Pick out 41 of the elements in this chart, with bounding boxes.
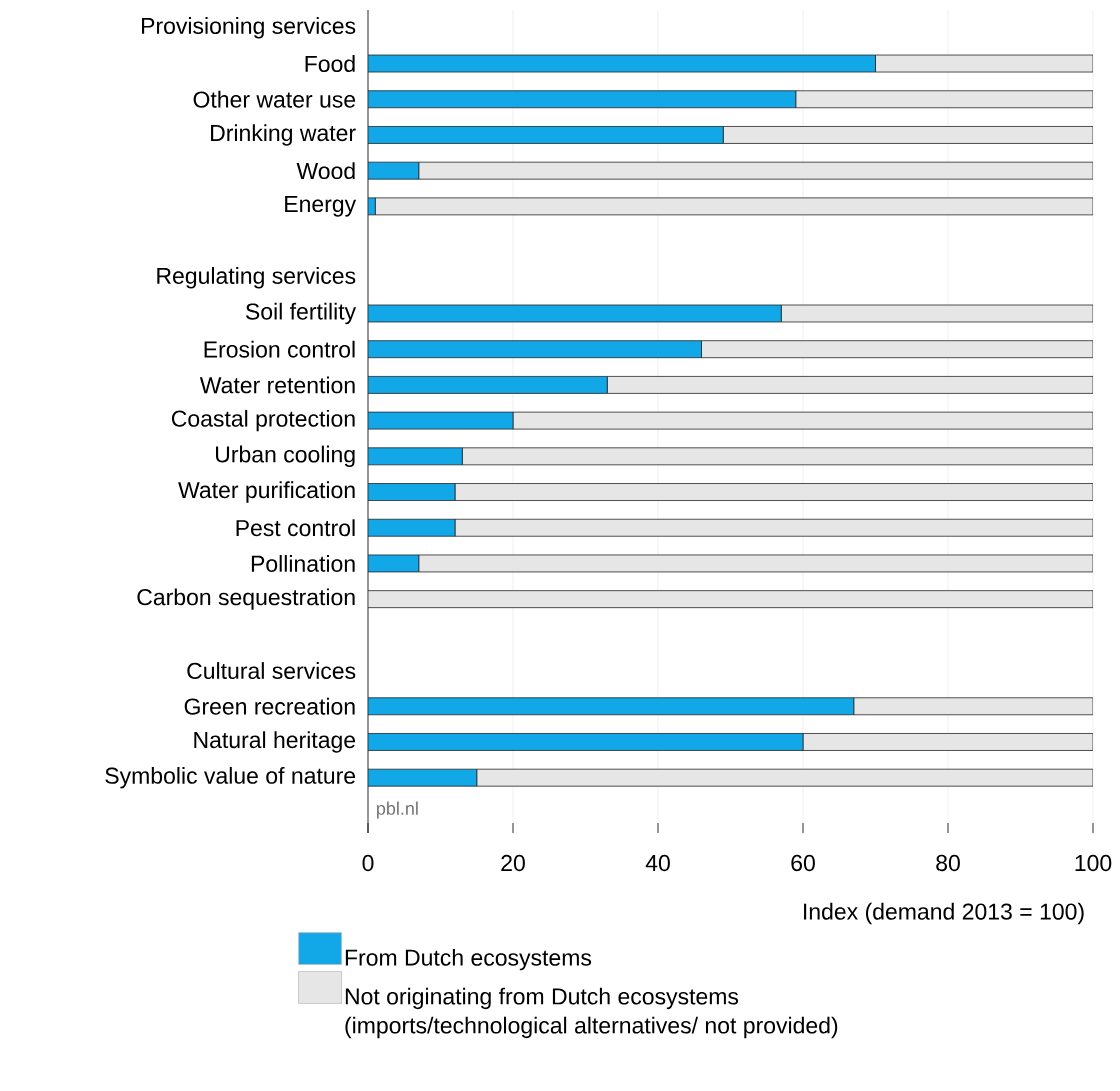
y-tick-label: Provisioning services <box>142 17 356 39</box>
y-tick-label: Energy <box>285 196 357 217</box>
bar <box>368 697 855 716</box>
y-tick-label: Drinking water <box>211 124 356 146</box>
y-tick-label: Coastal protection <box>171 409 355 432</box>
y-tick-label: Water retention <box>199 376 355 394</box>
y-tick-label: Water purification <box>178 481 355 503</box>
legend-label: From Dutch ecosystems <box>345 948 592 971</box>
y-tick-label: Food <box>305 55 355 72</box>
x-tick-label: 100 <box>1075 854 1112 872</box>
y-tick-label: Erosion control <box>204 340 355 358</box>
y-tick-label: Pollination <box>251 554 355 572</box>
x-tick-label: 0 <box>362 854 374 872</box>
bar <box>368 483 456 501</box>
legend-label: Not originating from Dutch ecosystems (imports/technological alternatives/ not provided) <box>345 987 838 1039</box>
y-tick-label: Green recreation <box>184 697 355 715</box>
bar <box>368 340 702 359</box>
x-tick-label: 40 <box>645 854 670 872</box>
bar <box>368 126 724 144</box>
y-tick-label: Urban cooling <box>216 445 355 468</box>
bar <box>368 90 797 109</box>
bar <box>368 161 420 180</box>
y-tick-label: Soil fertility <box>246 302 357 325</box>
y-tick-label: Cultural services <box>187 662 356 679</box>
y-tick-label: Other water use <box>193 90 356 108</box>
y-tick-label: Symbolic value of nature <box>105 766 356 789</box>
bar <box>368 733 804 751</box>
y-tick-label: Regulating services <box>157 267 356 289</box>
y-tick-label: Natural heritage <box>194 731 356 753</box>
bar <box>368 768 478 787</box>
y-tick-label: Pest control <box>236 519 355 537</box>
text: pbl.nl <box>377 801 418 819</box>
x-tick-label: 60 <box>791 854 815 872</box>
x-tick-label: 80 <box>936 854 960 872</box>
bar <box>368 518 456 537</box>
y-tick-label: Wood <box>296 162 355 180</box>
x-axis-title: Index (demand 2013 = 100) <box>804 902 1084 925</box>
y-tick-label: Carbon sequestration <box>137 588 355 610</box>
bar <box>368 447 463 466</box>
x-tick-label: 20 <box>501 854 525 872</box>
bar <box>368 376 608 394</box>
